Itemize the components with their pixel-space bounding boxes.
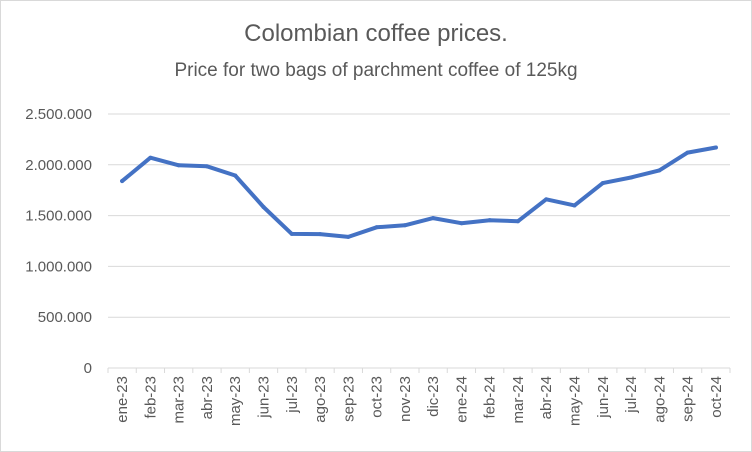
data-point: [346, 234, 351, 239]
x-tick-label: mar-23: [171, 376, 188, 424]
data-point: [431, 216, 436, 221]
data-point: [713, 145, 718, 150]
data-point: [318, 232, 323, 237]
x-axis: [107, 367, 731, 373]
data-point: [204, 164, 209, 169]
data-point: [515, 219, 520, 224]
data-point: [120, 179, 125, 184]
data-point: [459, 221, 464, 226]
x-tick-label: abr-24: [538, 376, 555, 419]
data-point: [657, 168, 662, 173]
data-point: [374, 225, 379, 230]
data-point: [261, 204, 266, 209]
data-point: [148, 155, 153, 160]
x-axis-tick-labels: ene-23 feb-23 mar-23 abr-23 may-23 jun-23 jul-…: [114, 376, 725, 426]
data-point: [289, 231, 294, 236]
data-point: [629, 175, 634, 180]
x-tick-label: jun-23: [256, 376, 273, 419]
x-tick-label: jul-23: [284, 376, 301, 414]
x-tick-label: mar-24: [510, 376, 527, 424]
x-tick-label: sep-24: [680, 376, 697, 422]
chart-subtitle: Price for two bags of parchment coffee o…: [174, 60, 578, 81]
y-axis-tick-labels: 0 500.000 1.000.000 1.500.000 2.000.000 2.500…: [25, 106, 92, 377]
y-tick-label: 2.500.000: [25, 106, 92, 123]
y-tick-label: 0: [84, 360, 92, 377]
y-tick-label: 2.000.000: [25, 157, 92, 174]
x-tick-label: may-23: [227, 376, 244, 426]
data-point: [487, 218, 492, 223]
x-tick-label: ago-23: [312, 376, 329, 423]
x-tick-label: oct-23: [369, 376, 386, 418]
x-tick-label: ene-24: [453, 376, 470, 423]
x-tick-label: may-24: [567, 376, 584, 426]
x-tick-label: oct-24: [708, 376, 725, 418]
series-layer: [120, 145, 718, 239]
data-point: [176, 163, 181, 168]
x-tick-label: abr-23: [199, 376, 216, 419]
y-tick-label: 500.000: [38, 309, 92, 326]
chart-title: Colombian coffee prices.: [244, 20, 508, 47]
gridlines: [108, 113, 730, 318]
x-tick-label: feb-24: [482, 376, 499, 419]
data-point: [572, 203, 577, 208]
x-tick-label: feb-23: [142, 376, 159, 419]
y-tick-label: 1.500.000: [25, 208, 92, 225]
x-tick-label: ago-24: [651, 376, 668, 423]
data-point: [233, 173, 238, 178]
x-tick-label: nov-23: [397, 376, 414, 422]
x-tick-label: jun-24: [595, 376, 612, 419]
price-series-line: [120, 145, 718, 239]
data-point: [402, 223, 407, 228]
data-point: [600, 181, 605, 186]
x-tick-label: dic-23: [425, 376, 442, 417]
data-point: [544, 197, 549, 202]
x-tick-label: ene-23: [114, 376, 131, 423]
x-tick-label: sep-23: [340, 376, 357, 422]
y-tick-label: 1.000.000: [25, 258, 92, 275]
x-tick-label: jul-24: [623, 376, 640, 414]
data-point: [685, 150, 690, 155]
